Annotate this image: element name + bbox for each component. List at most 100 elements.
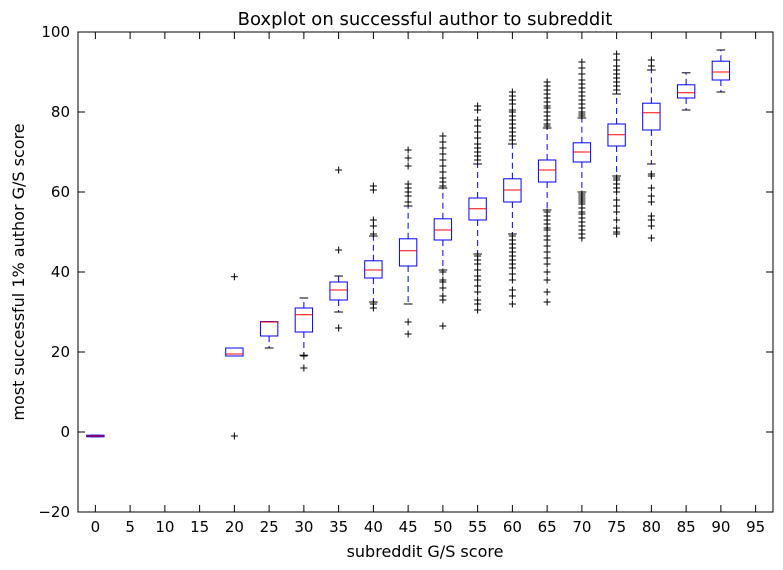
flier-point (474, 122, 482, 130)
flier-point (439, 168, 447, 176)
flier-point (369, 222, 377, 230)
flier-point (508, 276, 516, 284)
flier-point (335, 324, 343, 332)
flier-point (578, 112, 586, 120)
flier-point (474, 116, 482, 124)
chart-title: Boxplot on successful author to subreddi… (238, 9, 613, 30)
flier-point (508, 300, 516, 308)
flier-point (613, 216, 621, 224)
flier-point (543, 276, 551, 284)
box-iqr (398, 238, 418, 267)
y-tick-label: 60 (51, 183, 70, 201)
flier-point (613, 50, 621, 58)
box-65 (537, 78, 557, 306)
flier-point (613, 196, 621, 204)
flier-point (647, 184, 655, 192)
box-45 (398, 146, 418, 338)
flier-point (369, 186, 377, 194)
x-tick-label: 5 (125, 518, 135, 536)
box-iqr (259, 321, 279, 337)
flier-point (543, 122, 551, 130)
x-tick-label: 0 (91, 518, 101, 536)
x-axis-label: subreddit G/S score (347, 542, 504, 561)
flier-point (613, 56, 621, 64)
x-tick-label: 95 (746, 518, 765, 536)
x-tick-label: 85 (677, 518, 696, 536)
flier-point (439, 138, 447, 146)
flier-point (439, 182, 447, 190)
flier-point (647, 192, 655, 200)
flier-point (578, 58, 586, 66)
flier-point (508, 264, 516, 272)
flier-point (439, 296, 447, 304)
box-55 (468, 102, 487, 314)
box-35 (329, 166, 348, 332)
flier-point (474, 106, 482, 114)
box-iqr (225, 347, 244, 357)
flier-point (474, 276, 482, 284)
y-axis-label: most successful 1% author G/S score (9, 123, 28, 420)
flier-point (508, 270, 516, 278)
x-tick-label: 25 (260, 518, 279, 536)
box-iqr (642, 102, 661, 131)
flier-point (439, 322, 447, 330)
flier-point (508, 136, 516, 144)
flier-point (543, 248, 551, 256)
x-tick-label: 35 (329, 518, 348, 536)
plot-frame (77, 31, 774, 513)
flier-point (230, 432, 238, 440)
flier-point (647, 172, 655, 180)
box-0 (86, 434, 105, 438)
box-75 (607, 50, 626, 238)
flier-point (335, 166, 343, 174)
flier-point (508, 292, 516, 300)
box-70 (572, 58, 592, 242)
box-85 (676, 72, 696, 111)
flier-point (543, 298, 551, 306)
x-tick-label: 20 (225, 518, 244, 536)
x-tick-label: 65 (538, 518, 557, 536)
flier-point (300, 352, 308, 360)
flier-point (647, 198, 655, 206)
flier-point (439, 156, 447, 164)
flier-point (404, 318, 412, 326)
flier-point (647, 234, 655, 242)
x-tick-label: 75 (607, 518, 626, 536)
flier-point (439, 132, 447, 140)
flier-point (439, 144, 447, 152)
x-tick-label: 60 (503, 518, 522, 536)
box-iqr (433, 218, 453, 241)
x-tick-label: 15 (190, 518, 209, 536)
flier-point (578, 70, 586, 78)
flier-point (335, 246, 343, 254)
y-tick-label: 20 (51, 343, 70, 361)
flier-point (404, 146, 412, 154)
flier-point (369, 230, 377, 238)
flier-point (369, 304, 377, 312)
box-20 (225, 273, 244, 440)
box-iqr (364, 260, 383, 279)
flier-point (474, 282, 482, 290)
x-tick-label: 80 (642, 518, 661, 536)
flier-point (508, 100, 516, 108)
flier-point (474, 306, 482, 314)
x-tick-label: 45 (399, 518, 418, 536)
x-tick-label: 90 (711, 518, 730, 536)
flier-point (613, 86, 621, 94)
flier-point (613, 202, 621, 210)
flier-point (578, 234, 586, 242)
box-30 (294, 297, 314, 372)
flier-point (404, 330, 412, 338)
flier-point (439, 278, 447, 286)
x-tick-label: 70 (572, 518, 591, 536)
flier-point (439, 284, 447, 292)
box-iqr (537, 159, 557, 183)
flier-point (300, 364, 308, 372)
flier-point (543, 288, 551, 296)
flier-point (474, 300, 482, 308)
flier-point (474, 128, 482, 136)
flier-point (543, 268, 551, 276)
flier-point (404, 162, 412, 170)
flier-point (439, 162, 447, 170)
